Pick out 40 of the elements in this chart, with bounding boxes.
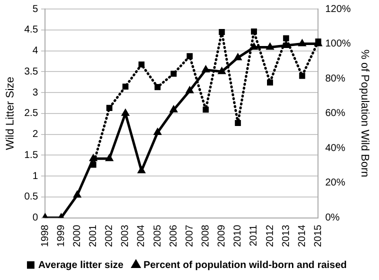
y2-tick-label: 20%: [325, 178, 346, 189]
x-tick-label: 2004: [136, 224, 148, 248]
y2-tick-label: 100%: [325, 38, 351, 50]
y-tick-label: 3: [32, 87, 39, 98]
y-tick-label: 3.5: [24, 66, 39, 78]
legend-label: Percent of population wild-born and raised: [143, 260, 347, 271]
y2-tick-label: 120%: [325, 4, 351, 15]
y-tick-label: 2: [32, 129, 39, 140]
y2-tick-label: 40%: [325, 142, 346, 154]
y-tick-label: 0: [32, 212, 39, 224]
x-tick-label: 2007: [184, 224, 196, 248]
y2-tick-label: 0%: [325, 212, 340, 224]
x-tick-label: 2002: [104, 224, 116, 248]
y-tick-label: 0.5: [24, 192, 39, 203]
y2-axis-title: % of Population Wild Born: [358, 49, 370, 178]
y-tick-label: 5: [32, 4, 39, 15]
x-tick-label: 2001: [88, 224, 100, 248]
x-tick-label: 1999: [56, 224, 67, 248]
y-tick-label: 2.5: [24, 108, 39, 120]
y-axis-title: Wild Litter Size: [4, 76, 17, 150]
x-tick-label: 2012: [264, 224, 276, 248]
x-tick-label: 2005: [152, 224, 164, 248]
y2-tick-label: 60%: [325, 108, 346, 120]
x-tick-label: 2010: [232, 224, 244, 248]
x-tick-label: 2011: [248, 224, 260, 246]
legend-label: Average litter size: [38, 260, 124, 271]
y-tick-label: 4.5: [24, 24, 39, 36]
x-tick-label: 2015: [312, 224, 324, 248]
x-tick-label: 1998: [40, 224, 51, 248]
x-tick-label: 2000: [72, 224, 83, 248]
y-tick-label: 1: [32, 170, 39, 182]
x-tick-label: 2008: [200, 224, 212, 248]
y-tick-label: 4: [32, 46, 39, 56]
x-tick-label: 2003: [120, 224, 132, 248]
y2-tick-label: 80%: [325, 73, 346, 84]
y-tick-label: 1.5: [24, 150, 39, 161]
x-tick-label: 2013: [280, 224, 292, 248]
x-tick-label: 2014: [296, 224, 308, 248]
x-tick-label: 2006: [168, 224, 180, 248]
x-tick-label: 2009: [216, 224, 228, 248]
